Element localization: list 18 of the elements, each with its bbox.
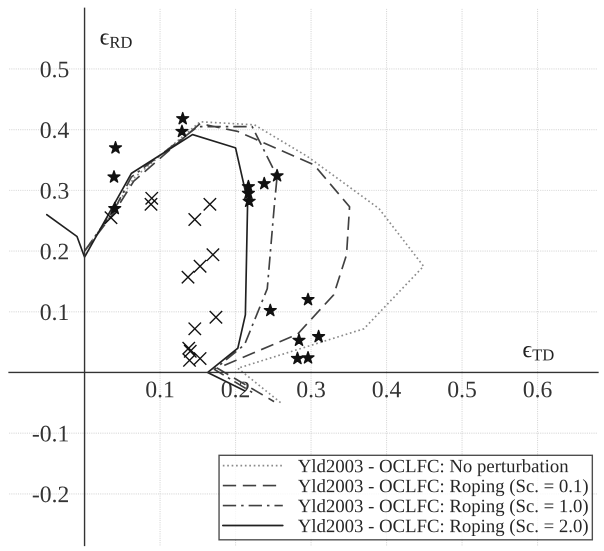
y-tick-label: 0.4 [40,122,69,138]
y-tick-label: -0.2 [32,486,68,502]
legend-label: Yld2003 - OCLFC: Roping (Sc. = 2.0) [298,519,588,536]
y-axis-title: ϵ$_{RD}$ [100,33,132,48]
x-axis-title: ϵ$_{TD}$ [523,346,554,360]
legend-label: Yld2003 - OCLFC: Roping (Sc. = 1.0) [298,499,588,516]
y-tick-label: 0.2 [40,244,68,260]
y-tick-label: 0.1 [40,304,68,320]
legend-label: Yld2003 - OCLFC: No perturbation [298,459,568,476]
y-tick-label: 0.3 [40,182,68,199]
x-tick-label: 0.6 [524,382,552,398]
y-tick-label: 0.5 [40,61,68,78]
x-tick-label: 0.5 [448,382,476,398]
x-tick-label: 0.1 [146,382,174,398]
x-tick-label: 0.4 [372,382,401,398]
y-tick-label: -0.1 [32,426,68,442]
legend-label: Yld2003 - OCLFC: Roping (Sc. = 0.1) [298,479,588,496]
x-tick-label: 0.3 [297,382,325,398]
